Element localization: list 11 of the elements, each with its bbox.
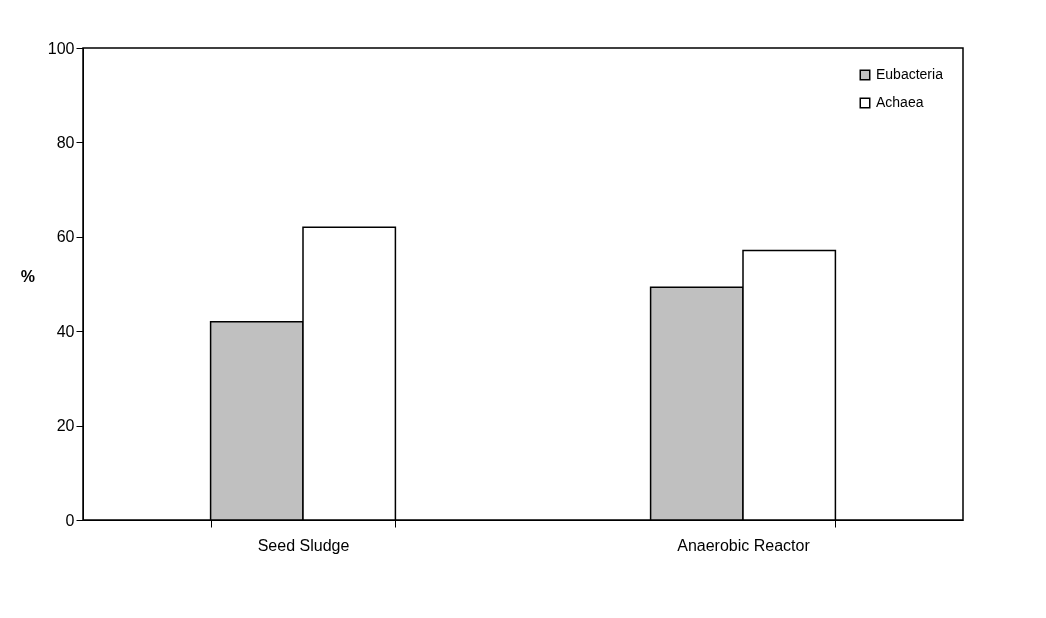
legend-label: Eubacteria xyxy=(876,66,944,82)
y-axis-title: % xyxy=(20,267,35,285)
y-tick-label: 60 xyxy=(56,228,75,246)
x-tick-label: Seed Sludge xyxy=(257,536,350,554)
y-tick-label: 0 xyxy=(65,511,75,529)
y-tick-label: 80 xyxy=(56,133,75,151)
legend-label: Achaea xyxy=(876,94,924,110)
y-tick-label: 20 xyxy=(56,417,75,435)
y-tick-label: 100 xyxy=(47,39,75,57)
x-tick-label: Anaerobic Reactor xyxy=(677,536,811,554)
y-tick-label: 40 xyxy=(56,322,75,340)
